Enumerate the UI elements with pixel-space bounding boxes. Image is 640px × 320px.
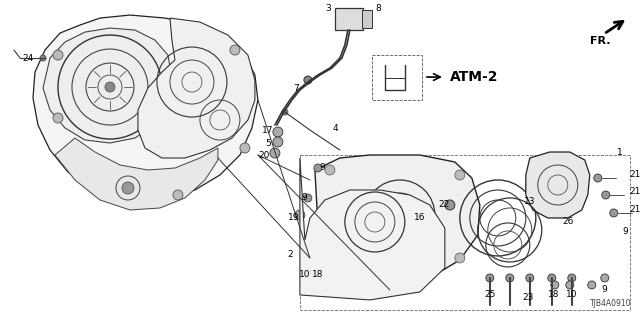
Text: FR.: FR. — [589, 36, 610, 46]
Text: 8: 8 — [375, 4, 381, 12]
Circle shape — [304, 76, 312, 84]
Text: 10: 10 — [566, 291, 577, 300]
Circle shape — [270, 148, 280, 158]
Text: 20: 20 — [258, 150, 269, 159]
Text: ATM-2: ATM-2 — [450, 70, 499, 84]
Circle shape — [566, 281, 574, 289]
Text: 17: 17 — [262, 125, 274, 134]
Circle shape — [122, 182, 134, 194]
Text: 19: 19 — [288, 213, 300, 222]
Circle shape — [486, 274, 494, 282]
Circle shape — [240, 143, 250, 153]
Polygon shape — [43, 28, 172, 143]
Text: 21: 21 — [629, 188, 640, 196]
Text: 9: 9 — [319, 164, 324, 172]
Text: 25: 25 — [484, 291, 495, 300]
Text: 18: 18 — [548, 291, 559, 300]
Text: 3: 3 — [325, 4, 331, 12]
Circle shape — [455, 170, 465, 180]
Circle shape — [601, 274, 609, 282]
Circle shape — [273, 127, 283, 137]
Polygon shape — [55, 138, 218, 210]
Circle shape — [568, 274, 576, 282]
Circle shape — [346, 211, 364, 229]
Circle shape — [53, 113, 63, 123]
Text: 10: 10 — [299, 270, 310, 279]
Circle shape — [325, 165, 335, 175]
Text: 16: 16 — [414, 213, 426, 222]
Text: 7: 7 — [293, 84, 299, 92]
Text: 9: 9 — [301, 194, 307, 203]
Text: 13: 13 — [524, 197, 536, 206]
Polygon shape — [33, 15, 258, 200]
Text: TJB4A0910: TJB4A0910 — [590, 299, 632, 308]
Text: 1: 1 — [617, 148, 623, 156]
Circle shape — [602, 191, 610, 199]
Bar — [362, 10, 372, 28]
Circle shape — [53, 50, 63, 60]
Circle shape — [282, 109, 288, 115]
Polygon shape — [315, 155, 480, 285]
Text: 23: 23 — [522, 293, 534, 302]
Circle shape — [325, 253, 335, 263]
Text: 4: 4 — [332, 124, 338, 132]
Circle shape — [314, 164, 322, 172]
Circle shape — [588, 281, 596, 289]
Text: 21: 21 — [629, 205, 640, 214]
Bar — [300, 155, 630, 310]
Circle shape — [40, 55, 46, 61]
Circle shape — [610, 209, 618, 217]
Circle shape — [506, 274, 514, 282]
Text: 5: 5 — [265, 139, 271, 148]
Text: 2: 2 — [287, 251, 292, 260]
Polygon shape — [300, 158, 445, 300]
Polygon shape — [138, 18, 255, 158]
Circle shape — [551, 281, 559, 289]
Text: 26: 26 — [562, 218, 573, 227]
Circle shape — [526, 274, 534, 282]
Circle shape — [173, 190, 183, 200]
Text: 21: 21 — [629, 171, 640, 180]
Circle shape — [594, 174, 602, 182]
Text: 9: 9 — [622, 228, 628, 236]
Circle shape — [295, 210, 305, 220]
Bar — [372, 55, 422, 100]
Circle shape — [455, 253, 465, 263]
Circle shape — [230, 45, 240, 55]
Circle shape — [304, 194, 312, 202]
Text: 18: 18 — [312, 270, 324, 279]
Circle shape — [273, 137, 283, 147]
Text: 22: 22 — [438, 201, 449, 210]
Circle shape — [445, 200, 455, 210]
Polygon shape — [526, 152, 590, 218]
Circle shape — [548, 274, 556, 282]
Text: 24: 24 — [22, 53, 34, 62]
Circle shape — [105, 82, 115, 92]
Bar — [335, 8, 363, 30]
Text: 9: 9 — [601, 285, 607, 294]
